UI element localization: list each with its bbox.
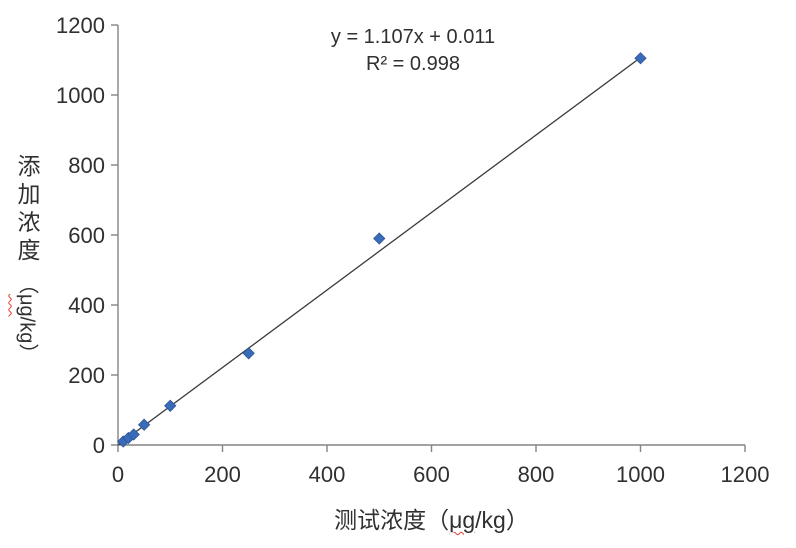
x-tick-label: 400 [309,462,346,487]
y-tick-label: 1200 [56,13,105,38]
data-point [242,347,255,360]
equation-line: y = 1.107x + 0.011 [330,26,496,48]
x-axis-title-text: 测试浓度（ [334,507,450,533]
y-tick-label: 200 [68,363,105,388]
x-axis-title: 测试浓度（μg/kg） [118,501,745,535]
y-tick-label: 400 [68,293,105,318]
x-tick-label: 1000 [616,462,665,487]
y-tick-label: 800 [68,153,105,178]
y-axis-title-text: 添加浓度 [14,154,40,266]
x-tick-label: 0 [112,462,124,487]
y-tick-label: 600 [68,223,105,248]
x-tick-label: 200 [204,462,241,487]
data-point [164,399,177,412]
y-axis-unit-rest: /kg） [15,316,38,364]
x-axis-unit-rest: /kg） [475,507,529,533]
data-point [137,418,151,431]
y-axis-title: 添加浓度 （μg/kg） [8,154,46,363]
x-axis-unit-ug: μg [449,507,476,533]
x-tick-label: 800 [518,462,555,487]
y-tick-label: 0 [93,433,105,458]
x-tick-label: 600 [413,462,450,487]
r-squared-label: R² = 0.998 [366,53,460,75]
y-axis-unit-open: （ [15,274,38,294]
data-point [127,428,140,441]
y-axis-unit-ug: μg [15,294,38,317]
data-point [373,232,386,245]
data-point [634,52,647,65]
y-tick-label: 1000 [56,83,105,108]
trendline [117,55,643,446]
x-tick-label: 1200 [721,462,770,487]
trendline-equation: y = 1.107x + 0.011 R² = 0.998 [303,24,523,78]
y-axis-unit: （μg/kg） [13,274,42,363]
